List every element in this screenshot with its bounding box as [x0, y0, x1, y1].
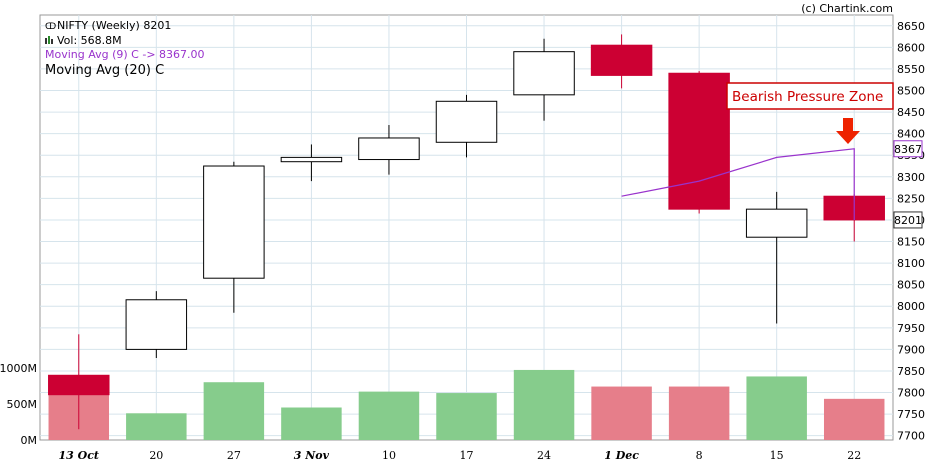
date-tick-label: 27 — [227, 449, 241, 462]
price-tick-label: 8100 — [897, 257, 925, 270]
copyright: (c) Chartink.com — [801, 2, 893, 15]
legend-volume: Vol: 568.8M — [57, 34, 122, 47]
price-tick-label: 8050 — [897, 279, 925, 292]
price-tick-label: 8300 — [897, 171, 925, 184]
date-tick-label: 8 — [696, 449, 703, 462]
annotation-box: Bearish Pressure Zone — [726, 82, 894, 110]
price-axis: 7700 7750 7800 7850 7900 7950 8000 8050 8100 8150… — [897, 20, 925, 443]
last-price-label: 8201 — [893, 211, 923, 229]
price-tick-label: 8450 — [897, 106, 925, 119]
price-tick-label: 8400 — [897, 128, 925, 141]
svg-text:8201: 8201 — [894, 214, 922, 227]
price-tick-label: 8500 — [897, 85, 925, 98]
price-tick-label: 7850 — [897, 365, 925, 378]
candle-body — [513, 51, 575, 96]
volume-bar — [746, 376, 807, 440]
price-tick-label: 8650 — [897, 20, 925, 33]
volume-axis: 0M 500M 1000M — [0, 362, 37, 447]
price-tick-label: 7800 — [897, 387, 925, 400]
ma-last-label: 8367 — [893, 140, 923, 158]
down-arrow-icon — [836, 118, 860, 144]
svg-text:8367: 8367 — [894, 143, 922, 156]
ma9-line — [621, 148, 855, 220]
legend-ma20: Moving Avg (20) C — [45, 63, 164, 78]
date-tick-label: 13 Oct — [59, 449, 100, 462]
date-tick-label: 20 — [149, 449, 163, 462]
date-tick-label: 15 — [770, 449, 784, 462]
volume-bar — [823, 398, 885, 440]
price-tick-label: 8550 — [897, 63, 925, 76]
candle-body — [48, 374, 110, 396]
volume-bar — [668, 386, 730, 440]
price-tick-label: 8150 — [897, 236, 925, 249]
legend-symbol-icon: ↀ — [45, 22, 56, 32]
date-tick-label: 1 Dec — [604, 449, 639, 462]
candle-body — [590, 44, 653, 76]
price-tick-label: 7750 — [897, 408, 925, 421]
date-tick-label: 17 — [460, 449, 474, 462]
legend-symbol: NIFTY (Weekly) 8201 — [57, 19, 171, 32]
price-tick-label: 7900 — [897, 343, 925, 356]
price-tick-label: 7950 — [897, 322, 925, 335]
volume-bar — [513, 369, 575, 440]
candle-body — [358, 137, 420, 161]
volume-bars — [48, 369, 885, 440]
volume-bar — [203, 382, 265, 440]
volume-icon — [45, 36, 53, 44]
volume-bar — [436, 393, 497, 440]
candle-body — [125, 299, 188, 350]
price-tick-label: 7700 — [897, 430, 925, 443]
legend: ↀ NIFTY (Weekly) 8201 Vol: 568.8M Moving… — [45, 19, 205, 78]
price-tick-label: 8250 — [897, 192, 925, 205]
price-tick-label: 8000 — [897, 300, 925, 313]
volume-tick-label: 0M — [21, 434, 38, 447]
candles — [48, 34, 885, 430]
volume-bar — [591, 386, 652, 440]
candle-body — [745, 208, 808, 238]
date-tick-label: 24 — [537, 449, 551, 462]
annotation-border — [726, 82, 894, 110]
volume-bar — [358, 391, 420, 440]
price-tick-label: 8600 — [897, 41, 925, 54]
candle-body — [203, 165, 265, 279]
legend-ma9: Moving Avg (9) C -> 8367.00 — [45, 48, 205, 61]
candle-body — [668, 72, 730, 210]
candle-body — [280, 156, 343, 163]
date-tick-label: 10 — [382, 449, 396, 462]
volume-bar — [126, 413, 187, 440]
candle-body — [435, 100, 498, 143]
volume-tick-label: 1000M — [0, 362, 37, 375]
date-tick-label: 22 — [847, 449, 861, 462]
volume-bar — [281, 407, 342, 440]
volume-tick-label: 500M — [7, 398, 38, 411]
date-tick-label: 3 Nov — [294, 449, 330, 462]
annotation-text: Bearish Pressure Zone — [732, 89, 883, 105]
date-axis: 13 Oct 20 27 3 Nov 10 17 24 1 Dec 8 15 22 — [59, 449, 862, 462]
